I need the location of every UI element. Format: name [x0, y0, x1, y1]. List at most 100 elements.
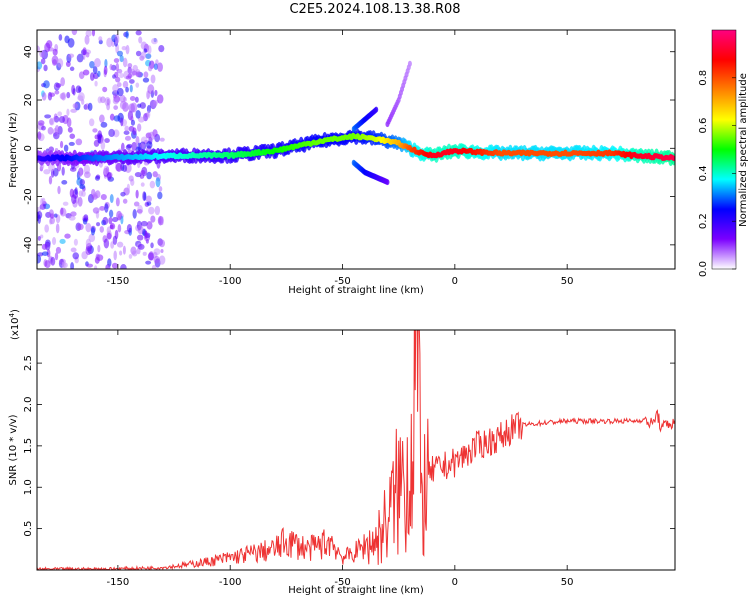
noise-speckle [143, 48, 148, 53]
noise-speckle [135, 82, 140, 88]
noise-speckle [85, 238, 92, 248]
noise-speckle [135, 189, 139, 199]
noise-speckle [119, 73, 124, 79]
noise-speckle [103, 238, 110, 249]
snr-x-label: Height of straight line (km) [288, 585, 424, 596]
noise-speckle [59, 238, 66, 244]
noise-speckle [120, 191, 126, 197]
noise-speckle [46, 249, 51, 258]
noise-speckle [110, 241, 115, 249]
snr-scale-prefix: (x10 [10, 317, 21, 340]
noise-speckle [97, 244, 101, 253]
noise-speckle [85, 246, 92, 256]
noise-speckle [53, 116, 58, 121]
noise-speckle [71, 194, 77, 205]
noise-speckle [115, 162, 123, 172]
noise-speckle [148, 206, 155, 215]
noise-speckle [99, 114, 105, 123]
noise-speckle [92, 128, 98, 133]
noise-speckle [135, 110, 141, 119]
noise-speckle [37, 120, 45, 126]
noise-speckle [154, 89, 158, 97]
figure-title: C2E5.2024.108.13.38.R08 [289, 2, 461, 17]
noise-speckle [37, 131, 42, 140]
noise-speckle [50, 256, 56, 266]
noise-speckle [54, 124, 60, 135]
noise-speckle [151, 37, 158, 45]
noise-speckle [69, 66, 75, 71]
noise-speckle [92, 207, 100, 214]
noise-speckle [47, 126, 54, 135]
snr-scale-label: (x104) [8, 309, 21, 340]
noise-speckle [68, 53, 75, 58]
noise-speckle [60, 77, 65, 87]
noise-speckle [160, 216, 164, 226]
noise-speckle [41, 243, 48, 250]
noise-speckle [83, 214, 89, 221]
noise-speckle [135, 30, 142, 36]
noise-speckle [142, 191, 147, 202]
noise-speckle [116, 87, 124, 97]
noise-speckle [131, 141, 138, 151]
noise-speckle [117, 224, 122, 233]
noise-speckle [119, 55, 124, 63]
snr-x-tick-label: -100 [219, 577, 242, 588]
noise-speckle [70, 108, 77, 113]
noise-speckle [115, 76, 121, 83]
noise-speckle [57, 185, 61, 195]
noise-speckle [116, 82, 122, 88]
spectrogram-x-tick-label: -100 [219, 276, 242, 287]
noise-speckle [85, 222, 92, 233]
spectrogram-frame [36, 29, 676, 270]
noise-speckle [142, 77, 150, 83]
noise-speckle [46, 40, 53, 49]
noise-speckle [59, 140, 64, 149]
noise-speckle [123, 130, 130, 135]
noise-speckle [68, 215, 76, 221]
branch-mark [374, 106, 379, 113]
noise-speckle [40, 58, 46, 65]
noise-speckle [146, 221, 153, 230]
noise-speckle [121, 45, 127, 51]
noise-speckle [99, 206, 106, 211]
noise-speckle [67, 126, 73, 133]
noise-speckle [58, 116, 66, 124]
noise-speckle [143, 71, 149, 78]
spectrogram-y-tick-label: -20 [23, 188, 34, 204]
noise-speckle [111, 262, 118, 269]
noise-speckle [108, 217, 113, 225]
noise-speckle [37, 236, 41, 241]
noise-speckle [64, 233, 71, 239]
noise-speckle [67, 37, 75, 48]
branch-mark [385, 179, 390, 186]
noise-speckle [150, 74, 156, 84]
noise-speckle [145, 195, 152, 203]
colorbar-ticks: 0.0 0.2 0.4 0.6 0.8 [698, 70, 736, 277]
noise-speckle [39, 234, 44, 239]
spectrogram-y-ticks: -40 -20 0 20 40 [23, 45, 675, 253]
noise-speckle [40, 198, 44, 206]
noise-speckle [41, 251, 49, 256]
snr-y-tick-label: 2.0 [23, 397, 34, 413]
noise-speckle [55, 83, 62, 88]
noise-speckle [89, 60, 95, 69]
noise-speckle [93, 265, 98, 269]
spectrogram-y-tick-label: 20 [23, 94, 34, 107]
noise-speckle [109, 113, 115, 121]
snr-x-tick-label: 0 [452, 577, 458, 588]
noise-speckle [112, 97, 119, 105]
spectrogram-x-tick-label: -50 [334, 276, 350, 287]
noise-speckle [112, 74, 116, 79]
noise-speckle [116, 210, 122, 221]
noise-speckle [128, 79, 135, 84]
noise-speckle [62, 201, 69, 206]
noise-speckle [44, 114, 52, 119]
noise-speckle [153, 255, 160, 264]
noise-speckle [57, 58, 64, 68]
noise-speckle [108, 209, 114, 218]
snr-x-ticks: -150 -100 -50 0 50 [107, 330, 574, 588]
noise-speckle [41, 125, 46, 131]
noise-speckle [136, 234, 144, 241]
spectrogram-y-tick-label: -40 [23, 237, 34, 253]
